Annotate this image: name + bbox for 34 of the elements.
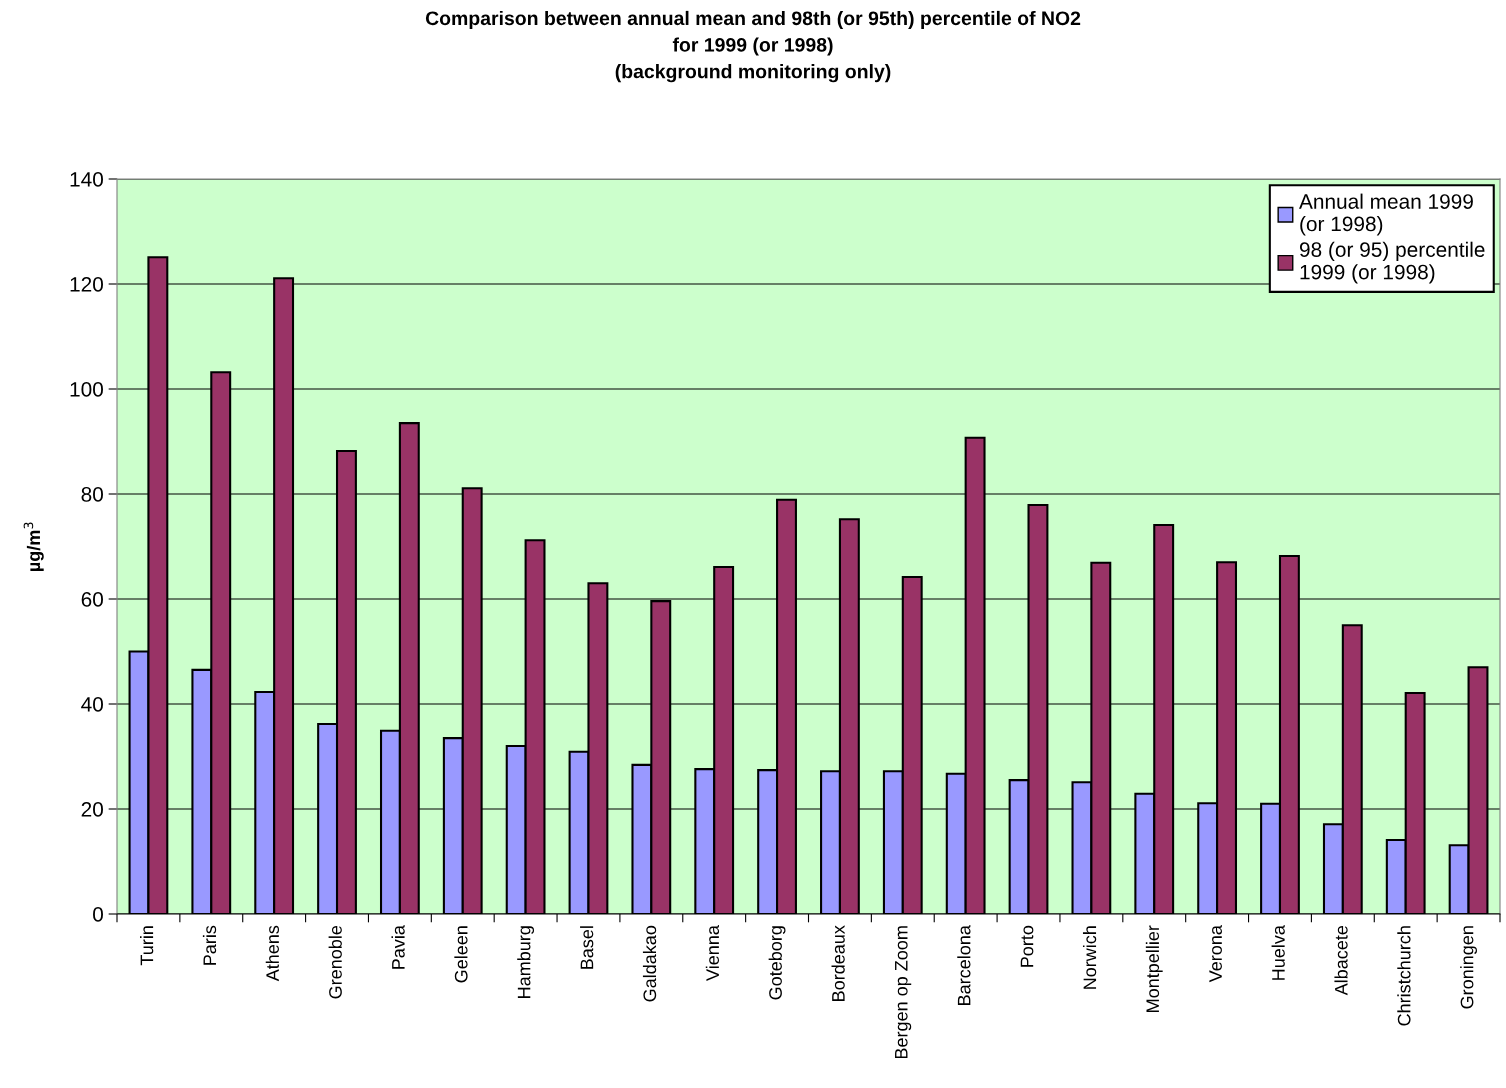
x-tick-label: Norwich (1082, 926, 1097, 989)
x-tick-label: Turin (140, 926, 154, 966)
y-tick-label: 140 (70, 172, 103, 187)
x-tick-label: Basel (580, 926, 594, 969)
x-tick-label: Christchurch (1397, 926, 1411, 1026)
x-tick-label: Verona (1209, 925, 1222, 983)
chart-title: Comparison between annual mean and 98th (or 95th) percentile of NO2 for 1999 (or 1998) (background monitoring only) (425, 10, 1081, 83)
y-tick-label: 80 (81, 487, 103, 502)
x-tick-label: Pavia (391, 925, 405, 969)
y-axis-title: µg/m$^{3}$ (23, 522, 44, 571)
x-tick-label: Galdakao (642, 925, 657, 1002)
x-tick-label: Bordeaux (831, 925, 845, 1001)
x-tick-label: Paris (202, 925, 217, 965)
y-tick-label: 100 (70, 382, 103, 397)
x-tick-label: Montpellier (1145, 925, 1163, 1012)
y-tick-label: 40 (81, 697, 103, 712)
x-tick-label: Vienna (705, 925, 720, 981)
x-tick-label: Grenoble (328, 925, 342, 999)
y-tick-label: 0 (93, 907, 103, 922)
x-tick-label: Huelva (1271, 925, 1285, 980)
x-tick-label: Geleen (454, 926, 468, 983)
y-tick-label: 20 (81, 802, 103, 817)
x-tick-label: Hamburg (517, 926, 535, 998)
x-tick-label: Porto (1020, 925, 1034, 967)
x-tick-label: Goteborg (768, 926, 786, 1000)
x-tick-label: Athens (265, 925, 280, 982)
x-tick-label: Barcelona (957, 925, 971, 1005)
legend-label: Annual mean 1999 (or 1998) (1299, 193, 1473, 236)
legend-label: 98 (or 95) percentile 1999 (or 1998) (1299, 241, 1485, 284)
x-tick-label: Groningen (1460, 926, 1477, 1009)
x-tick-label: Albacete (1334, 925, 1348, 996)
y-tick-label: 60 (81, 592, 103, 607)
x-tick-label: Bergen op Zoom (895, 926, 912, 1059)
y-tick-label: 120 (70, 277, 103, 292)
